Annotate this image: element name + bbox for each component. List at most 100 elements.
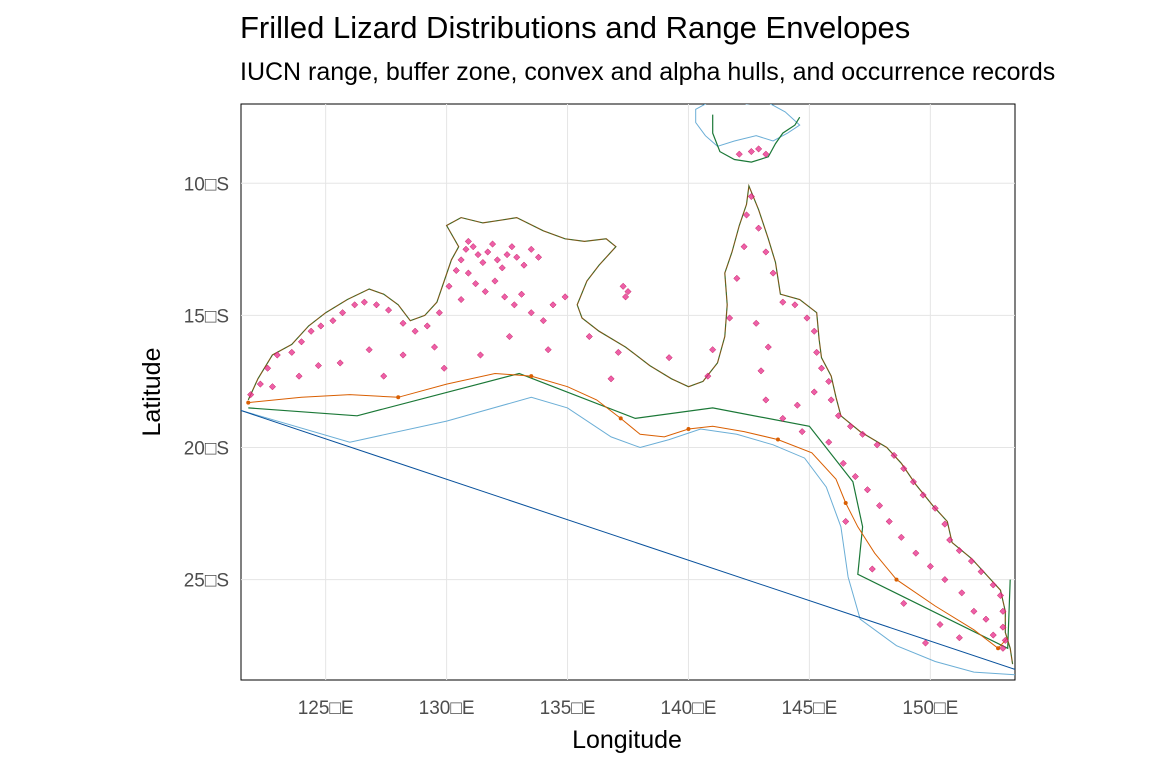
occurrence-point <box>505 332 514 341</box>
occurrence-point <box>1001 636 1009 644</box>
occurrence-point <box>534 253 543 261</box>
x-tick-label: 145□E <box>781 698 837 719</box>
coastline <box>247 183 1014 665</box>
occurrence-point <box>314 362 322 370</box>
occurrence-point <box>779 298 787 306</box>
x-tick-label: 125□E <box>298 698 354 719</box>
occurrence-point <box>897 533 905 541</box>
map-layers <box>241 104 1015 676</box>
occurrence-point <box>757 367 765 375</box>
occurrence-point <box>793 401 801 409</box>
occurrence-point <box>885 517 893 526</box>
occurrence-point <box>970 607 978 615</box>
occurrence-point <box>360 298 368 306</box>
occurrence-point <box>813 348 821 356</box>
y-axis-title: Latitude <box>138 348 166 437</box>
occurrence-point <box>430 343 439 351</box>
occurrence-point <box>380 372 388 380</box>
occurrence-point <box>958 589 966 597</box>
occurrence-point <box>498 264 506 272</box>
alpha-hull-vertex <box>396 395 401 400</box>
occurrence-point <box>440 364 448 372</box>
occurrence-point <box>491 277 499 285</box>
occurrence-point <box>999 623 1007 631</box>
occurrence-point <box>834 412 842 420</box>
occurrence-point <box>996 591 1005 600</box>
occurrence-point <box>351 301 359 309</box>
occurrence-point <box>764 343 772 351</box>
occurrence-point <box>665 354 673 362</box>
occurrence-point <box>481 288 489 296</box>
occurrence-point <box>399 351 407 359</box>
convex-hull-line <box>248 372 1011 650</box>
occurrence-point <box>946 536 954 544</box>
y-axis: 10□S 15□S 20□S 25□S <box>184 174 229 591</box>
occurrence-point <box>339 309 347 317</box>
occurrence-point <box>501 293 509 301</box>
occurrence-point <box>365 346 373 354</box>
occurrence-point <box>384 306 393 314</box>
occurrence-point <box>890 451 898 459</box>
y-tick-label: 20□S <box>184 438 229 459</box>
occurrence-point <box>469 243 477 251</box>
occurrence-point <box>851 472 859 481</box>
occurrence-point <box>999 644 1007 652</box>
png-coastline <box>712 114 801 163</box>
occurrence-point <box>527 245 535 253</box>
occurrence-point <box>825 438 833 446</box>
occurrence-point <box>510 301 518 309</box>
occurrence-point <box>791 301 799 309</box>
occurrence-point <box>999 607 1007 615</box>
occurrence-point <box>493 256 501 264</box>
occurrence-point <box>472 280 480 288</box>
occurrence-point <box>476 351 485 359</box>
alpha-hull-vertex <box>529 374 534 379</box>
occurrence-point <box>256 380 264 388</box>
occurrence-point <box>464 237 472 245</box>
occurrence-point <box>273 351 281 359</box>
occurrence-point <box>624 288 632 296</box>
occurrence-point <box>479 258 487 267</box>
occurrence-point <box>527 309 535 317</box>
occurrence-point <box>955 634 963 642</box>
occurrence-point <box>798 428 806 436</box>
x-axis-title: Longitude <box>572 726 682 754</box>
occurrence-point <box>295 372 303 380</box>
occurrence-point <box>740 243 748 251</box>
occurrence-point <box>941 520 949 528</box>
occurrence-point <box>769 269 777 277</box>
occurrence-point <box>307 327 315 335</box>
occurrence-point <box>329 317 337 325</box>
occurrence-point <box>549 301 557 309</box>
occurrence-point <box>810 388 818 396</box>
occurrence-point <box>607 375 615 383</box>
occurrence-point <box>919 491 927 499</box>
occurrence-point <box>464 269 472 277</box>
occurrence-point <box>726 314 734 322</box>
island-outline <box>695 104 801 147</box>
alpha-hull-vertex <box>775 437 780 442</box>
occurrence-point <box>423 322 431 330</box>
y-tick-label: 10□S <box>184 174 229 195</box>
alpha-hull-vertex <box>996 646 1001 651</box>
occurrence-point <box>900 599 908 607</box>
occurrence-point <box>803 314 811 322</box>
occurrence-point <box>846 422 855 430</box>
occurrence-point <box>926 562 934 570</box>
occurrence-point <box>247 391 255 399</box>
occurrence-point <box>518 290 526 298</box>
occurrence-point <box>859 430 867 438</box>
occurrence-point <box>336 359 344 367</box>
alpha-hull-vertex <box>246 400 251 405</box>
occurrence-point <box>868 565 876 573</box>
occurrence-point <box>435 309 443 317</box>
occurrence-point <box>372 301 381 309</box>
occurrence-point <box>585 332 593 341</box>
occurrence-point <box>735 150 743 158</box>
occurrence-point <box>762 150 770 158</box>
occurrence-point <box>982 615 990 623</box>
occurrence-point <box>989 631 997 639</box>
occurrence-point <box>839 459 847 467</box>
occurrence-point <box>873 441 881 449</box>
